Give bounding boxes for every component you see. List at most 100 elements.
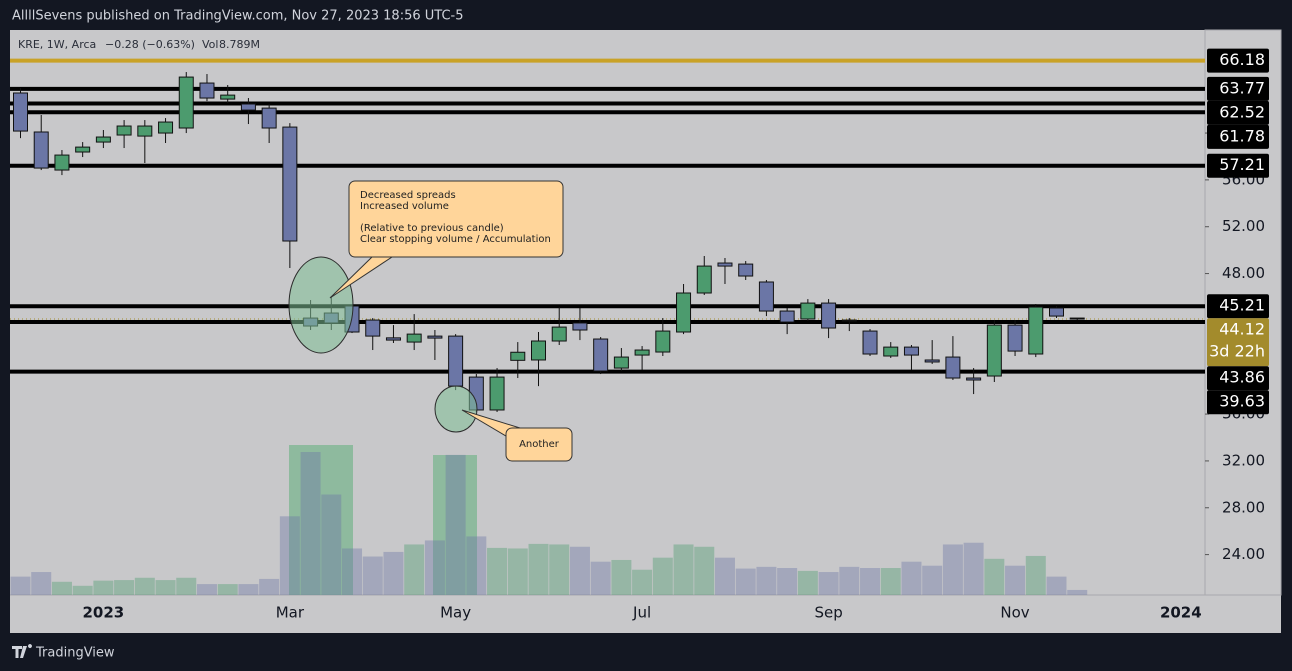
- candle-body: [862, 330, 878, 355]
- candle-body: [758, 281, 774, 312]
- legend-volume: 8.789M: [219, 38, 260, 51]
- volume-bar: [300, 452, 321, 595]
- volume-bar: [839, 566, 860, 595]
- callout: [348, 180, 564, 258]
- volume-bar: [549, 544, 570, 595]
- candle-body: [841, 319, 857, 322]
- candle-body: [178, 76, 194, 129]
- volume-bar: [611, 559, 632, 595]
- x-tick-label: Mar: [276, 604, 305, 622]
- candle-body: [779, 310, 795, 323]
- candle-body: [717, 262, 733, 267]
- volume-bar: [901, 561, 922, 595]
- volume-bar: [93, 580, 114, 595]
- footer-brand: TradingView: [35, 646, 115, 661]
- volume-bar: [507, 548, 528, 595]
- annotation-line: Another: [519, 439, 560, 450]
- candle-body: [696, 265, 712, 294]
- price-label: 44.12: [1219, 320, 1265, 339]
- price-label-box: [1207, 318, 1269, 367]
- highlight-ellipse: [434, 385, 478, 433]
- y-tick-label: 52.00: [1222, 217, 1265, 235]
- price-label: 66.18: [1219, 50, 1265, 69]
- volume-bar: [321, 494, 342, 595]
- volume-bar: [51, 581, 72, 595]
- annotation-line: Clear stopping volume / Accumulation: [360, 234, 551, 245]
- candle-body: [95, 136, 111, 143]
- volume-bar: [652, 557, 673, 595]
- volume-bar: [114, 580, 135, 595]
- candle-body: [489, 376, 505, 411]
- volume-bar: [777, 568, 798, 595]
- y-tick-label: 28.00: [1222, 498, 1265, 516]
- volume-bar: [922, 565, 943, 595]
- volume-bar: [217, 584, 238, 595]
- x-tick-label: Sep: [814, 604, 842, 622]
- volume-bar: [735, 568, 756, 595]
- candle-body: [13, 92, 28, 132]
- price-label: 43.86: [1219, 368, 1265, 387]
- candle-body: [551, 326, 567, 342]
- candle-body: [199, 82, 215, 99]
- candle-body: [903, 346, 919, 356]
- price-label: 61.78: [1219, 126, 1265, 145]
- candle-body: [821, 302, 837, 329]
- price-label-box: [1207, 390, 1269, 415]
- volume-bar: [860, 568, 881, 595]
- volume-bar: [528, 543, 549, 595]
- candle-body: [158, 121, 174, 134]
- price-label-box: [1207, 294, 1269, 319]
- volume-bar: [362, 556, 383, 595]
- candle-body: [365, 319, 381, 337]
- x-tick-label: 2024: [1160, 604, 1202, 622]
- volume-bar: [466, 536, 487, 595]
- legend-volume-label: Vol: [202, 38, 218, 51]
- candle-body: [510, 351, 526, 361]
- volume-bar: [1067, 589, 1088, 595]
- volume-bar: [259, 578, 280, 595]
- volume-bar: [694, 546, 715, 595]
- price-label-box: [1207, 366, 1269, 391]
- x-tick-label: Nov: [1000, 604, 1029, 622]
- price-label: 63.77: [1219, 78, 1265, 97]
- chart-panel: [10, 30, 1281, 633]
- legend-symbol: KRE, 1W, Arca: [18, 38, 96, 51]
- volume-bar: [590, 561, 611, 595]
- candle-body: [33, 131, 49, 169]
- price-label: 45.21: [1219, 296, 1265, 315]
- price-label: 57.21: [1219, 155, 1265, 174]
- candle-body: [137, 125, 153, 137]
- volume-bar: [424, 540, 445, 595]
- candle-body: [593, 338, 609, 372]
- candle-body: [116, 125, 132, 136]
- candle-body: [738, 263, 754, 277]
- volume-bar: [196, 584, 217, 595]
- volume-bar: [1025, 555, 1046, 595]
- volume-bar: [984, 558, 1005, 595]
- y-tick-label: 48.00: [1222, 264, 1265, 282]
- candle-body: [531, 340, 546, 361]
- candle-body: [448, 335, 464, 387]
- candle-body: [282, 126, 298, 242]
- candle-body: [240, 103, 256, 111]
- volume-bar: [279, 516, 300, 595]
- price-label-box: [1207, 100, 1269, 125]
- volume-bar: [818, 572, 839, 595]
- annotation-line: (Relative to previous candle): [360, 223, 504, 234]
- volume-highlight: [433, 455, 477, 595]
- candle-body: [800, 302, 816, 320]
- candle-body: [75, 146, 91, 153]
- candle-body: [1069, 317, 1085, 320]
- candle-body: [427, 335, 443, 339]
- candle-body: [945, 356, 961, 379]
- volume-bar: [1005, 565, 1026, 595]
- volume-bar: [342, 548, 363, 595]
- price-label: 62.52: [1219, 102, 1265, 121]
- candle-body: [54, 154, 70, 171]
- volume-bar: [880, 568, 901, 595]
- volume-bar: [445, 454, 466, 595]
- plot: 60.0056.0052.0048.0036.0032.0028.0024.00…: [10, 48, 1269, 622]
- candle-body: [1049, 307, 1064, 317]
- byline: AllllSevens published on TradingView.com…: [12, 9, 463, 24]
